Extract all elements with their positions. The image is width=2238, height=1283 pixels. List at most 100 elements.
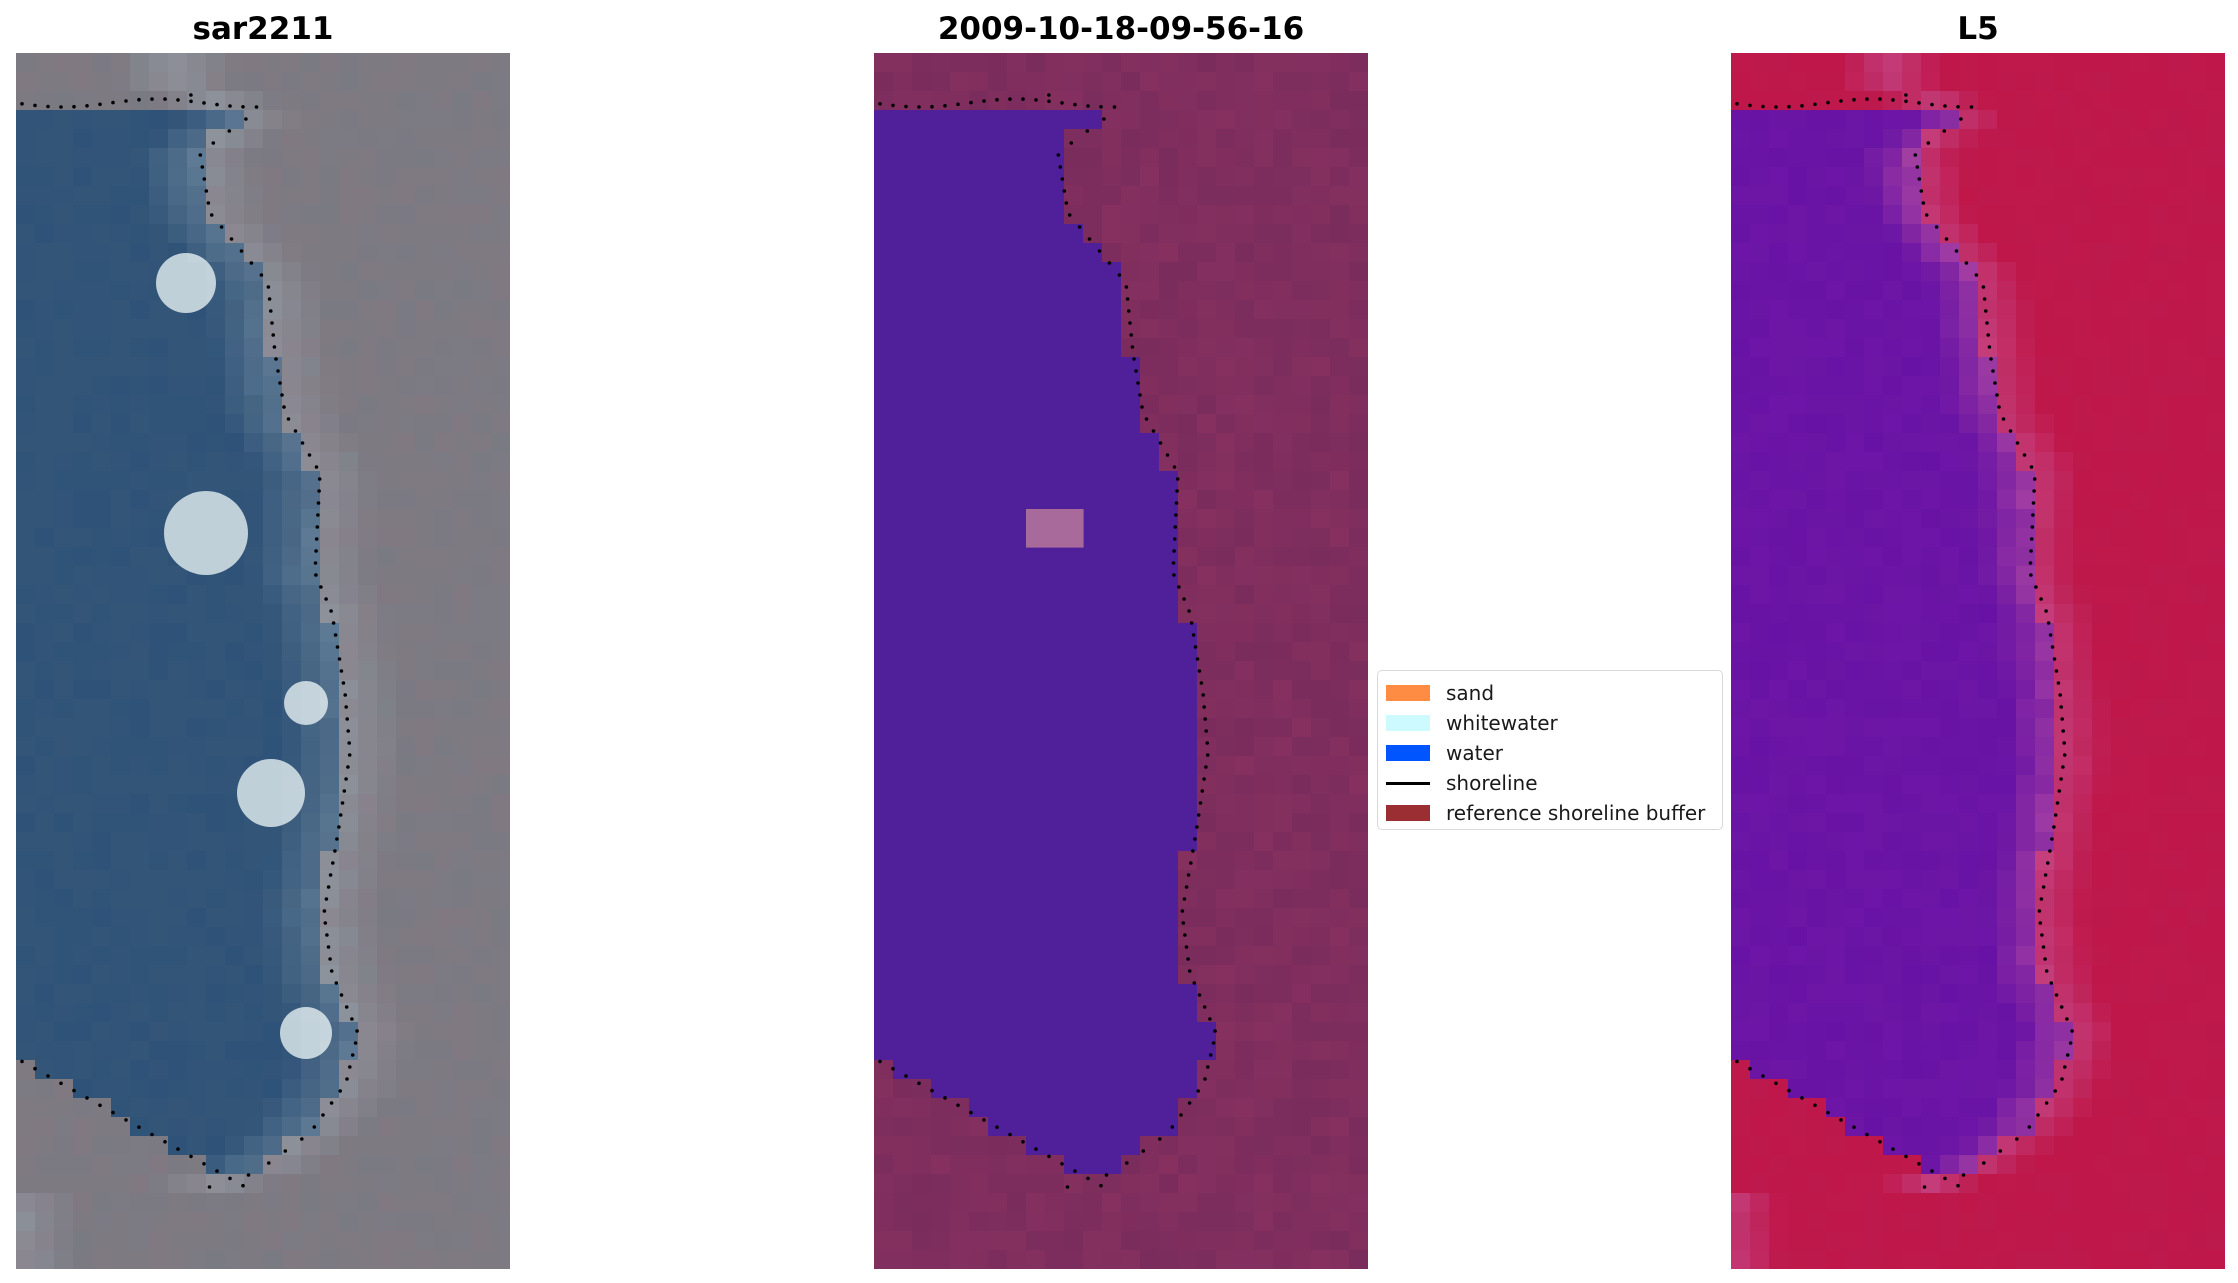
pixel [16,680,36,700]
water-pixel [1140,927,1160,947]
pixel [1902,984,1922,1004]
pixel [1845,604,1865,624]
pixel [2073,319,2093,339]
water-pixel [950,319,970,339]
shoreline-point [200,165,205,169]
pixel [1845,623,1865,643]
pixel [2130,395,2150,415]
water-pixel [988,395,1008,415]
pixel [358,1212,378,1232]
land-pixel [1254,965,1274,985]
pixel [301,53,321,73]
pixel [2130,110,2150,130]
water-pixel [874,148,894,168]
land-pixel [1235,1212,1255,1232]
pixel [1845,680,1865,700]
land-pixel [969,72,989,92]
land-pixel [1216,718,1236,738]
pixel [472,129,492,149]
pixel [415,395,435,415]
pixel [1940,186,1960,206]
pixel [282,262,302,282]
pixel [2035,604,2055,624]
pixel [2092,91,2112,111]
pixel [2168,319,2188,339]
pixel [1883,775,1903,795]
pixel [35,851,55,871]
panel-title-classification: 2009-10-18-09-56-16 [937,11,1305,47]
land-pixel [1330,680,1350,700]
land-pixel [1216,1079,1236,1099]
land-pixel [1330,984,1350,1004]
pixel [1997,509,2017,529]
pixel [187,585,207,605]
water-pixel [874,129,894,149]
pixel [1940,965,1960,985]
pixel [491,281,510,301]
water-pixel [912,946,932,966]
pixel [225,1098,245,1118]
land-pixel [1273,205,1293,225]
pixel [92,1041,112,1061]
pixel [1864,1022,1884,1042]
pixel [187,832,207,852]
pixel [35,357,55,377]
land-pixel [1292,319,1312,339]
land-pixel [1311,927,1331,947]
shoreline-point [1099,1183,1103,1188]
pixel [282,53,302,73]
pixel [206,832,226,852]
water-pixel [988,243,1008,263]
pixel [1731,984,1751,1004]
pixel [2149,414,2169,434]
water-pixel [1045,300,1065,320]
water-pixel [988,224,1008,244]
water-pixel [874,661,894,681]
pixel [2187,832,2207,852]
pixel [377,471,397,491]
pixel [1788,718,1808,738]
pixel [434,680,454,700]
pixel [92,91,112,111]
shoreline-point [124,99,128,103]
land-pixel [1235,414,1255,434]
pixel [168,851,188,871]
pixel [1826,186,1846,206]
land-pixel [1216,53,1236,73]
water-pixel [1045,110,1065,130]
land-pixel [1178,1212,1198,1232]
pixel [2016,756,2036,776]
water-pixel [893,281,913,301]
pixel [453,832,473,852]
land-pixel [1235,376,1255,396]
pixel [92,376,112,396]
pixel [1750,471,1770,491]
water-pixel [1102,680,1122,700]
pixel [282,1098,302,1118]
pixel [2092,452,2112,472]
pixel [396,224,416,244]
land-pixel [1178,167,1198,187]
pixel [54,851,74,871]
pixel [1845,1022,1865,1042]
pixel [16,870,36,890]
pixel [1731,718,1751,738]
pixel [187,53,207,73]
pixel [2073,851,2093,871]
land-pixel [912,1155,932,1175]
water-pixel [1140,585,1160,605]
pixel [2187,984,2207,1004]
shoreline-point [1191,849,1195,853]
pixel [1902,718,1922,738]
land-pixel [1292,357,1312,377]
pixel [2130,72,2150,92]
pixel [2035,566,2055,586]
pixel [472,490,492,510]
pixel [92,680,112,700]
land-pixel [1292,870,1312,890]
water-pixel [950,471,970,491]
land-pixel [1273,604,1293,624]
land-pixel [1254,1193,1274,1213]
pixel [415,547,435,567]
pixel [1883,338,1903,358]
